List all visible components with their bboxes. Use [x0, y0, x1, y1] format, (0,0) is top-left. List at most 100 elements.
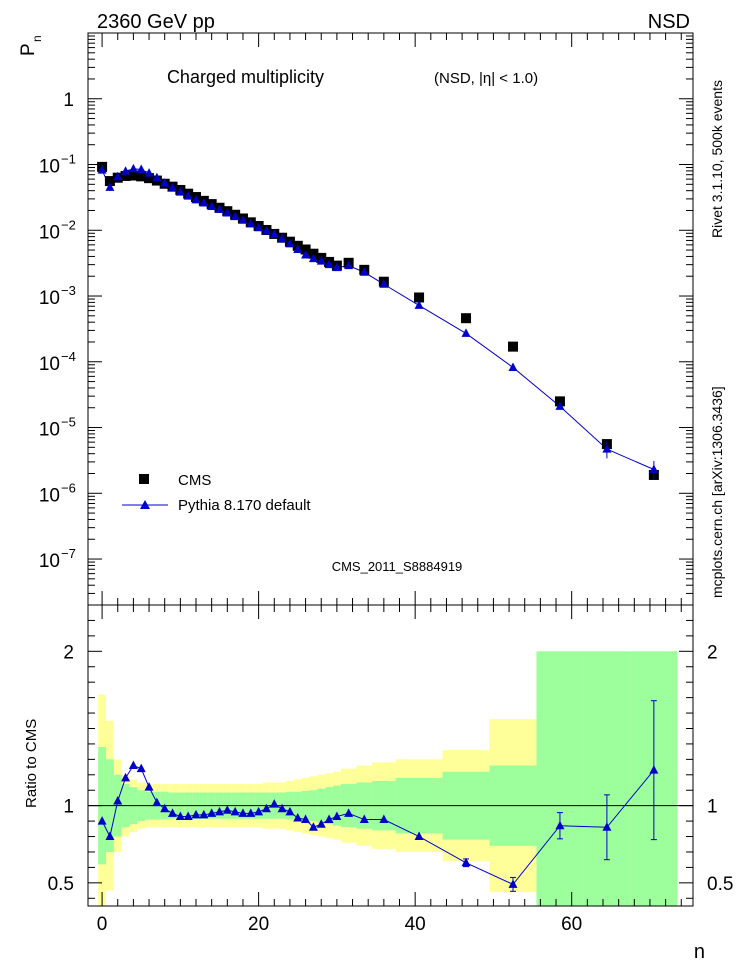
- pythia-series-line: [101, 168, 655, 470]
- ratio-y-tick-label-left: 0.5: [48, 874, 74, 895]
- pythia-data-point: [121, 166, 131, 175]
- ratio-point: [344, 808, 354, 817]
- pythia-data-point: [261, 226, 271, 235]
- pythia-data-point: [316, 256, 326, 265]
- main-frame: [87, 32, 694, 606]
- ratio-point: [555, 820, 565, 830]
- legend: CMS Pythia 8.170 default: [122, 472, 311, 514]
- main-y-tick-exponent: −5: [61, 415, 76, 430]
- cms-data-point: [120, 170, 131, 181]
- main-y-tick-label: 1: [63, 90, 74, 111]
- ratio-point: [359, 814, 369, 824]
- ratio-point: [222, 805, 232, 814]
- pythia-data-point: [199, 197, 209, 207]
- pythia-data-point: [414, 300, 424, 309]
- ratio-point: [175, 811, 185, 820]
- ratio-point: [461, 857, 471, 867]
- ratio-point: [261, 803, 271, 813]
- pythia-data-point: [222, 208, 232, 217]
- ratio-point: [269, 799, 279, 808]
- pythia-data-point: [285, 238, 295, 248]
- ratio-point: [414, 831, 424, 841]
- main-y-tick-label: 10: [39, 551, 60, 572]
- legend-marker-pythia: [140, 500, 150, 509]
- pythia-data-point: [207, 201, 217, 210]
- pythia-data-point: [152, 172, 162, 182]
- cms-data-point: [144, 173, 155, 184]
- main-y-tick-exponent: −1: [61, 152, 76, 167]
- ratio-band-green: [583, 651, 631, 906]
- pythia-data-point: [461, 328, 471, 337]
- chart-header: 2360 GeV pp NSD Rivet 3.1.10, 500k event…: [97, 11, 725, 598]
- ratio-point: [168, 808, 178, 817]
- cms-data-point: [461, 313, 472, 324]
- pythia-data-point: [191, 194, 201, 204]
- pythia-data-point: [301, 250, 311, 259]
- ratio-point: [508, 879, 518, 888]
- ratio-y-tick-label-left: 2: [63, 642, 74, 663]
- ratio-point: [191, 809, 201, 819]
- pythia-data-point: [555, 401, 565, 410]
- ratio-point: [649, 765, 659, 774]
- legend-label-pythia: Pythia 8.170 default: [178, 497, 311, 514]
- ratio-point: [230, 806, 240, 816]
- main-y-tick-label: 10: [39, 222, 60, 243]
- ratio-point: [136, 763, 146, 773]
- pythia-data-point: [269, 229, 279, 238]
- process-label: NSD: [648, 11, 690, 33]
- legend-label-cms: CMS: [178, 472, 211, 489]
- main-ylabel-sub: n: [30, 35, 44, 42]
- ratio-point: [316, 819, 326, 828]
- main-panel: 110−110−210−310−410−510−610−7 CMS_2011_S…: [18, 32, 694, 606]
- pythia-data-point: [144, 168, 154, 177]
- pythia-data-point: [324, 259, 334, 269]
- energy-label: 2360 GeV pp: [97, 11, 215, 33]
- ratio-xlabel: n: [694, 941, 705, 963]
- pythia-data-point: [277, 233, 287, 243]
- main-y-axis-label: P n: [18, 35, 44, 56]
- main-title-text: Charged multiplicity: [167, 67, 324, 87]
- ratio-point: [238, 808, 248, 817]
- ratio-y-tick-label-left: 1: [63, 797, 74, 818]
- pythia-data-point: [214, 204, 224, 213]
- ratio-y-tick-label-right: 0.5: [707, 874, 733, 895]
- pythia-data-point: [183, 191, 193, 200]
- ratio-point: [97, 816, 107, 825]
- rivet-label: Rivet 3.1.10, 500k events: [709, 80, 725, 238]
- main-y-tick-exponent: −2: [61, 217, 76, 232]
- ratio-ylabel: Ratio to CMS: [23, 719, 40, 808]
- ratio-point: [183, 811, 193, 820]
- ratio-point: [324, 814, 334, 824]
- pythia-data-point: [168, 182, 178, 192]
- ratio-y-tick-label-right: 2: [707, 642, 718, 663]
- ratio-point: [144, 782, 154, 791]
- cms-data-point: [300, 244, 311, 255]
- ratio-point: [301, 814, 311, 824]
- ratio-point: [308, 822, 318, 831]
- pythia-data-point: [254, 222, 264, 232]
- cms-data-point: [414, 292, 425, 303]
- watermark-label: CMS_2011_S8884919: [332, 559, 463, 574]
- ratio-point: [128, 760, 138, 770]
- pythia-data-point: [332, 262, 342, 272]
- pythia-data-point: [344, 260, 354, 270]
- ratio-point: [113, 796, 123, 805]
- ratio-point: [602, 822, 612, 831]
- pythia-data-point: [293, 244, 303, 253]
- pythia-data-point: [175, 187, 185, 196]
- main-ylabel: P: [18, 43, 39, 56]
- ratio-point: [214, 806, 224, 816]
- ratio-point: [152, 797, 162, 807]
- mcplots-label: mcplots.cern.ch [arXiv:1306.3436]: [709, 386, 725, 598]
- pythia-data-point: [230, 211, 240, 221]
- cms-data-point: [136, 171, 147, 182]
- ratio-x-tick-label: 60: [561, 914, 582, 935]
- ratio-x-tick-label: 20: [248, 914, 269, 935]
- pythia-data-point: [160, 178, 170, 187]
- ratio-point: [379, 814, 389, 824]
- pythia-data-point: [113, 171, 123, 181]
- ratio-frame: [87, 604, 694, 907]
- main-y-tick-exponent: −7: [61, 546, 76, 561]
- main-plot-marks: 110−110−210−310−410−510−610−7: [39, 32, 693, 606]
